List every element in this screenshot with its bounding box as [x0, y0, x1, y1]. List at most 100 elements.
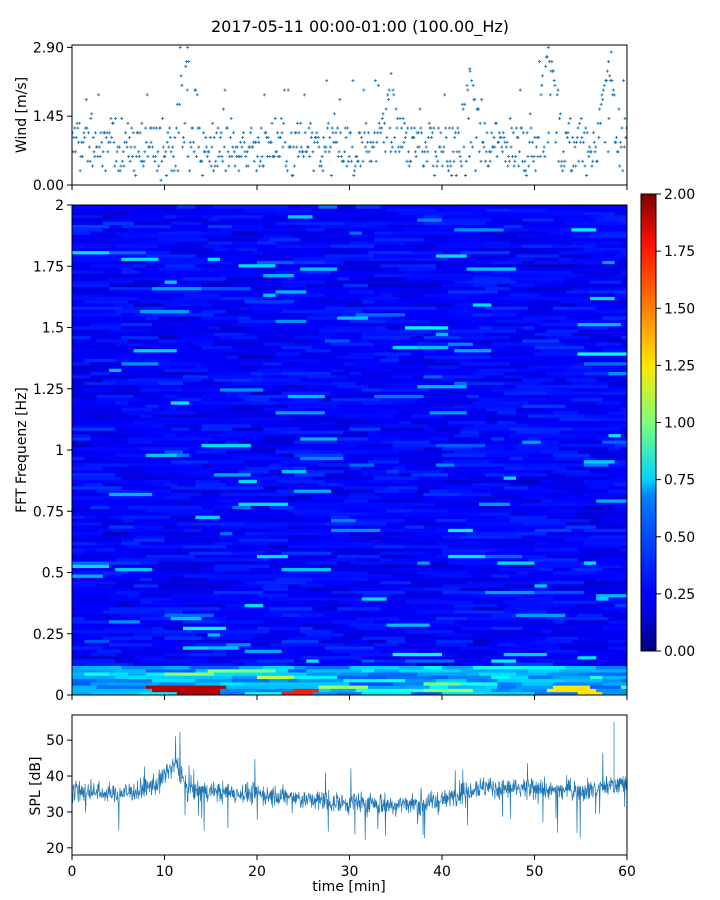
heatmap-cell	[72, 642, 110, 647]
heatmap-cell	[448, 554, 486, 559]
heatmap-cell	[324, 240, 351, 245]
heatmap-cell	[559, 401, 597, 405]
colorbar-tick-label: 1.25	[664, 358, 695, 374]
heatmap-cell	[232, 675, 258, 680]
heatmap-cell	[306, 283, 344, 288]
heatmap-cell	[528, 263, 579, 268]
heatmap-cell	[398, 456, 449, 461]
heatmap-cell	[263, 485, 283, 490]
heatmap-cell	[263, 548, 295, 552]
heatmap-cell	[423, 378, 443, 382]
heatmap-cell	[540, 211, 585, 216]
heatmap-cell	[509, 574, 560, 578]
heatmap-cell	[361, 691, 412, 695]
heatmap-cell	[534, 564, 579, 568]
heatmap-cell	[349, 495, 381, 500]
heatmap-cell	[275, 240, 326, 245]
heatmap-cell	[312, 387, 326, 392]
heatmap-cell	[398, 358, 437, 363]
heatmap-cell	[294, 218, 320, 222]
heatmap-cell	[472, 495, 523, 500]
wind-point	[164, 174, 168, 178]
wind-point	[278, 155, 282, 159]
heatmap-cell	[109, 561, 141, 565]
heatmap-cell	[164, 450, 184, 454]
heatmap-cell	[349, 352, 375, 356]
heatmap-cell	[170, 463, 203, 467]
heatmap-cell	[189, 214, 203, 219]
heatmap-cell	[275, 525, 289, 529]
heatmap-cell	[503, 548, 536, 552]
heatmap-cell	[368, 600, 406, 604]
heatmap-cell	[306, 384, 338, 389]
heatmap-cell	[152, 636, 166, 640]
heatmap-cell	[608, 616, 627, 621]
heatmap-cell	[479, 237, 499, 242]
heatmap-cell	[281, 371, 332, 376]
wind-point	[88, 159, 92, 163]
heatmap-cell	[121, 613, 166, 617]
heatmap-cell	[454, 619, 480, 624]
heatmap-cell	[84, 358, 116, 363]
heatmap-cell	[176, 397, 203, 402]
wind-point	[587, 155, 591, 159]
heatmap-cell	[509, 283, 536, 288]
heatmap-cell	[596, 655, 616, 660]
heatmap-cell	[460, 430, 480, 435]
heatmap-cell	[620, 325, 627, 330]
heatmap-cell	[244, 691, 283, 695]
heatmap-cell	[72, 427, 116, 431]
heatmap-cell	[312, 646, 326, 650]
heatmap-cell	[109, 515, 122, 519]
y-tick-label: 1.75	[33, 259, 64, 275]
heatmap-cell	[220, 453, 270, 457]
heatmap-cell	[503, 417, 542, 421]
heatmap-cell	[423, 525, 462, 529]
heatmap-cell	[608, 384, 622, 389]
heatmap-cell	[398, 410, 431, 415]
heatmap-cell	[331, 489, 375, 493]
heatmap-cell	[472, 593, 523, 598]
wind-point	[104, 136, 108, 140]
heatmap-cell	[201, 283, 233, 288]
heatmap-cell	[454, 655, 486, 660]
heatmap-cell	[232, 427, 264, 431]
heatmap-cell	[565, 619, 610, 624]
heatmap-cell	[238, 479, 258, 484]
wind-point	[111, 121, 115, 125]
heatmap-cell	[201, 286, 252, 291]
heatmap-cell	[374, 476, 418, 480]
heatmap-cell	[411, 472, 425, 477]
heatmap-cell	[152, 286, 203, 291]
heatmap-cell	[269, 463, 283, 467]
heatmap-cell	[590, 335, 622, 340]
wind-point	[129, 145, 133, 149]
heatmap-cell	[374, 642, 400, 647]
heatmap-cell	[423, 587, 462, 591]
heatmap-cell	[405, 639, 437, 644]
heatmap-cell	[226, 410, 277, 415]
wind-point	[337, 150, 341, 154]
heatmap-cell	[201, 446, 215, 451]
heatmap-cell	[115, 427, 129, 431]
heatmap-cell	[183, 646, 209, 650]
y-tick-label: 40	[46, 769, 64, 785]
heatmap-cell	[250, 505, 270, 510]
heatmap-cell	[583, 632, 622, 637]
wind-point	[172, 169, 176, 173]
wind-point	[143, 150, 147, 154]
heatmap-cell	[583, 528, 627, 533]
heatmap-cell	[516, 531, 548, 536]
wind-point	[598, 121, 602, 125]
heatmap-cell	[72, 234, 104, 239]
heatmap-cell	[405, 531, 418, 536]
heatmap-cell	[522, 681, 554, 686]
wind-point	[204, 136, 208, 140]
heatmap-cell	[411, 538, 431, 542]
heatmap-cell	[238, 489, 277, 493]
heatmap-cell	[201, 289, 221, 294]
heatmap-cell	[72, 567, 116, 572]
heatmap-cell	[90, 554, 110, 559]
heatmap-cell	[361, 273, 375, 278]
wind-peak-point	[607, 60, 610, 64]
